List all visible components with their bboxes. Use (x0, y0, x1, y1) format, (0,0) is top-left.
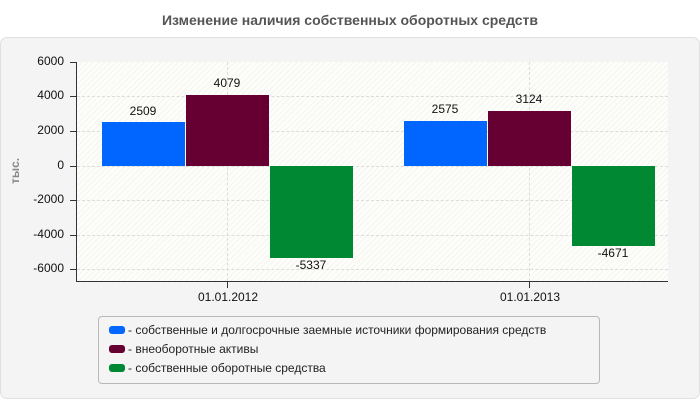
y-tick (70, 62, 76, 63)
y-tick (70, 269, 76, 270)
bar-series1-2013 (404, 121, 487, 166)
x-tick (227, 282, 228, 288)
legend-item: - собственные и долгосрочные заемные ист… (109, 323, 546, 337)
legend-swatch-icon (109, 364, 125, 372)
x-axis (76, 281, 668, 282)
grid-line (77, 96, 668, 97)
y-tick-label: 6000 (37, 54, 64, 68)
legend-label: - собственные и долгосрочные заемные ист… (128, 323, 547, 337)
bar-series3-2013 (572, 166, 655, 246)
legend-item: - внеоборотные активы (109, 342, 258, 356)
bar-series1-2012 (102, 122, 185, 166)
y-tick-label: 4000 (37, 88, 64, 102)
bar-series3-2012 (270, 166, 353, 258)
x-tick-label: 01.01.2012 (197, 290, 259, 304)
y-tick (70, 96, 76, 97)
x-tick-label: 01.01.2013 (499, 290, 561, 304)
grid-line (77, 200, 668, 201)
grid-line (77, 131, 668, 132)
y-axis (76, 62, 77, 282)
bar-series2-2012 (186, 95, 269, 166)
grid-line (77, 269, 668, 270)
y-tick (70, 235, 76, 236)
y-tick (70, 131, 76, 132)
value-label: -4671 (597, 246, 629, 260)
legend-label: - внеоборотные активы (128, 342, 259, 356)
legend-swatch-icon (109, 326, 125, 334)
plot-area (76, 62, 668, 282)
bar-series2-2013 (488, 111, 571, 166)
chart-title: Изменение наличия собственных оборотных … (161, 12, 539, 28)
legend-swatch-icon (109, 345, 125, 353)
grid-line (77, 235, 668, 236)
value-label: -5337 (295, 258, 327, 272)
grid-line (77, 166, 668, 167)
grid-line (529, 62, 530, 281)
value-label: 2509 (129, 104, 157, 118)
grid-line (227, 62, 228, 281)
value-label: 3124 (515, 92, 543, 106)
y-tick (70, 166, 76, 167)
y-tick-label: 2000 (37, 123, 64, 137)
y-tick-label: -2000 (33, 192, 64, 206)
value-label: 2575 (431, 102, 459, 116)
y-tick (70, 200, 76, 201)
y-tick-label: -4000 (33, 227, 64, 241)
y-tick-label: -6000 (33, 261, 64, 275)
value-label: 4079 (213, 76, 241, 90)
legend-label: - собственные оборотные средства (128, 361, 326, 375)
legend-item: - собственные оборотные средства (109, 361, 326, 375)
y-tick-label: 0 (57, 158, 64, 172)
x-tick (529, 282, 530, 288)
y-axis-title: тыс. (8, 157, 22, 184)
legend: - собственные и долгосрочные заемные ист… (98, 316, 600, 384)
